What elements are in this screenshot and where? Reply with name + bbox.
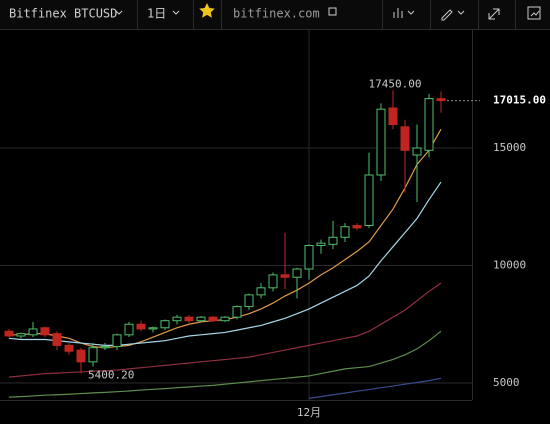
- toolbar: Bitfinex BTCUSD 1日 bitfinex.com: [0, 0, 550, 30]
- candle-body: [412, 147, 422, 156]
- candle-body: [352, 225, 362, 229]
- candle-body: [4, 330, 14, 337]
- candle-body: [52, 333, 62, 346]
- candle-body: [16, 333, 26, 337]
- draw-icon[interactable]: [441, 9, 453, 21]
- candle-body: [160, 320, 170, 329]
- toolbar-bg: [0, 0, 550, 29]
- candle-body: [232, 306, 242, 318]
- y-tick-label: 5000: [493, 376, 520, 389]
- candle-body: [340, 226, 350, 238]
- candle-body: [424, 98, 434, 151]
- candle-body: [304, 245, 314, 270]
- dropdown-icon: [457, 10, 465, 15]
- moving-average: [9, 128, 442, 349]
- candle-body: [292, 268, 302, 278]
- candle-body: [376, 108, 386, 176]
- y-tick-label: 15000: [493, 141, 526, 154]
- candle-body: [148, 327, 158, 330]
- candle-body: [112, 334, 122, 348]
- low-label: 5400.20: [88, 369, 134, 382]
- candle-body: [436, 98, 446, 102]
- candle-body: [364, 174, 374, 227]
- candle-body: [172, 316, 182, 322]
- candle-body: [28, 328, 38, 336]
- screenshot-icon-line: [530, 10, 540, 17]
- favorite-star[interactable]: [199, 3, 215, 18]
- dropdown-icon: [407, 10, 415, 15]
- moving-average: [308, 377, 442, 399]
- candle-body: [136, 323, 146, 330]
- candle-body: [220, 316, 230, 322]
- candle-body: [328, 236, 338, 245]
- dropdown-icon: [172, 10, 180, 15]
- candle-body: [244, 294, 254, 308]
- site-link[interactable]: bitfinex.com: [233, 7, 320, 21]
- candle-body: [208, 316, 218, 322]
- candle-body: [184, 316, 194, 322]
- dropdown-icon: [115, 10, 123, 15]
- high-label: 17450.00: [369, 77, 422, 90]
- candle-body: [256, 287, 266, 296]
- external-icon[interactable]: [328, 7, 337, 16]
- candle-body: [88, 347, 98, 363]
- candle-body: [400, 126, 410, 151]
- candle-body: [40, 327, 50, 336]
- interval[interactable]: 1日: [147, 7, 166, 21]
- candle-body: [316, 242, 326, 247]
- candle-body: [76, 349, 86, 363]
- candle-body: [124, 323, 134, 336]
- x-tick-label: 12月: [297, 406, 321, 419]
- candle-body: [280, 274, 290, 278]
- indicator-icon[interactable]: [393, 8, 403, 18]
- candle-body: [100, 346, 110, 349]
- fullscreen-icon[interactable]: [488, 8, 500, 20]
- y-tick-label: 10000: [493, 258, 526, 271]
- candle-body: [268, 274, 278, 289]
- candle-body: [388, 107, 398, 125]
- screenshot-icon[interactable]: [527, 6, 541, 20]
- moving-average: [8, 181, 442, 346]
- candle-body: [196, 316, 206, 322]
- symbol[interactable]: Bitfinex BTCUSD: [9, 7, 117, 21]
- candle-body: [64, 344, 74, 352]
- moving-average: [8, 282, 442, 378]
- moving-average: [8, 330, 442, 398]
- last-price-label: 17015.00: [493, 94, 546, 107]
